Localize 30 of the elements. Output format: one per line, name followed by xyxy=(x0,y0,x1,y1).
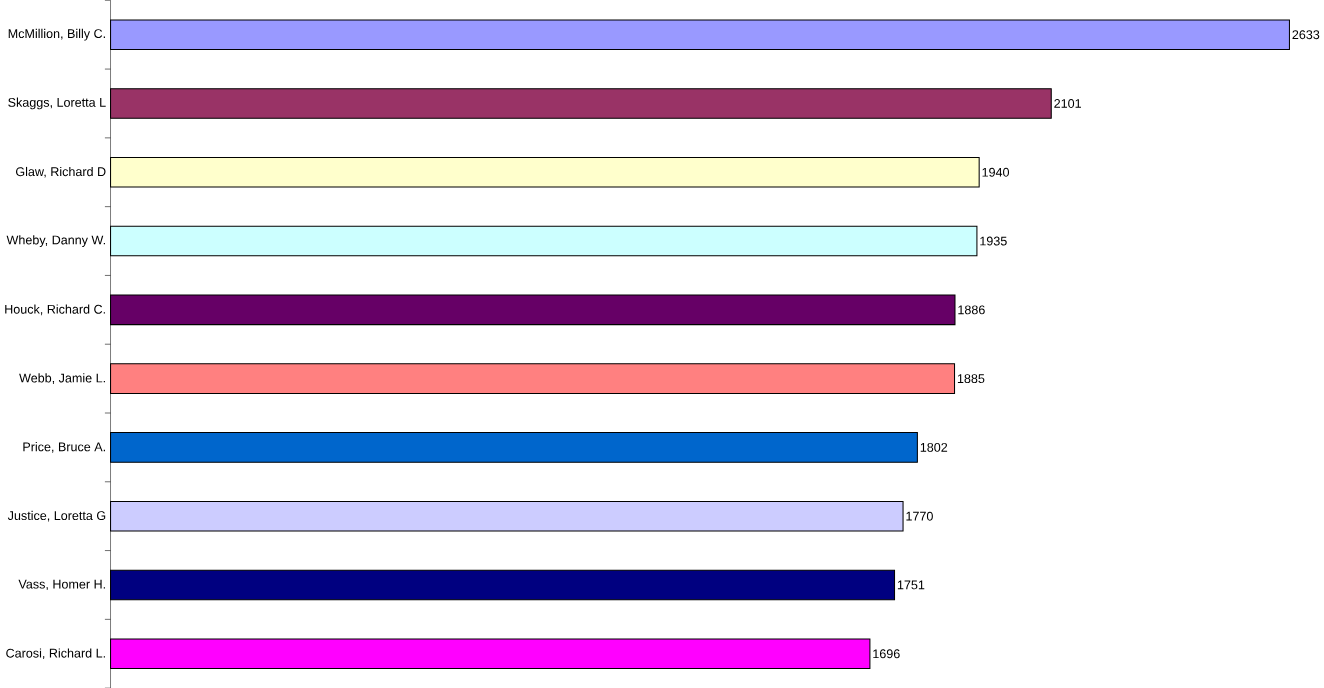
data-label: 1935 xyxy=(980,236,1007,246)
y-tick-label: Houck, Richard C. xyxy=(5,304,105,315)
bar xyxy=(110,87,1052,119)
data-label: 2101 xyxy=(1054,98,1081,108)
y-tick-label: Skaggs, Loretta L xyxy=(8,97,106,110)
data-label: 1770 xyxy=(906,511,933,521)
data-label: 1885 xyxy=(957,373,985,383)
data-label: 1696 xyxy=(873,649,900,658)
y-tick-label: McMillion, Billy C. xyxy=(8,28,105,41)
y-tick-label: Glaw, Richard D xyxy=(16,166,106,178)
data-label: 1940 xyxy=(982,167,1010,177)
bar xyxy=(110,569,896,601)
data-label: 2633 xyxy=(1292,30,1320,39)
bar xyxy=(110,19,1290,50)
bar xyxy=(110,638,871,669)
data-label: 1886 xyxy=(958,305,985,315)
data-label: 1802 xyxy=(920,442,948,452)
data-label: 1751 xyxy=(897,580,925,590)
bar xyxy=(110,156,980,188)
bar xyxy=(110,500,904,532)
y-tick-label: Price, Bruce A. xyxy=(23,441,105,453)
bar xyxy=(110,363,956,394)
y-tick-label: Justice, Loretta G xyxy=(7,510,106,522)
y-tick-label: Wheby, Danny W. xyxy=(6,234,105,247)
y-tick-label: Vass, Homer H. xyxy=(18,579,105,590)
bar xyxy=(110,294,956,325)
y-tick-label: Carosi, Richard L. xyxy=(6,648,105,659)
y-tick-label: Webb, Jamie L. xyxy=(19,373,105,384)
bar xyxy=(110,225,978,257)
bar xyxy=(110,431,918,463)
